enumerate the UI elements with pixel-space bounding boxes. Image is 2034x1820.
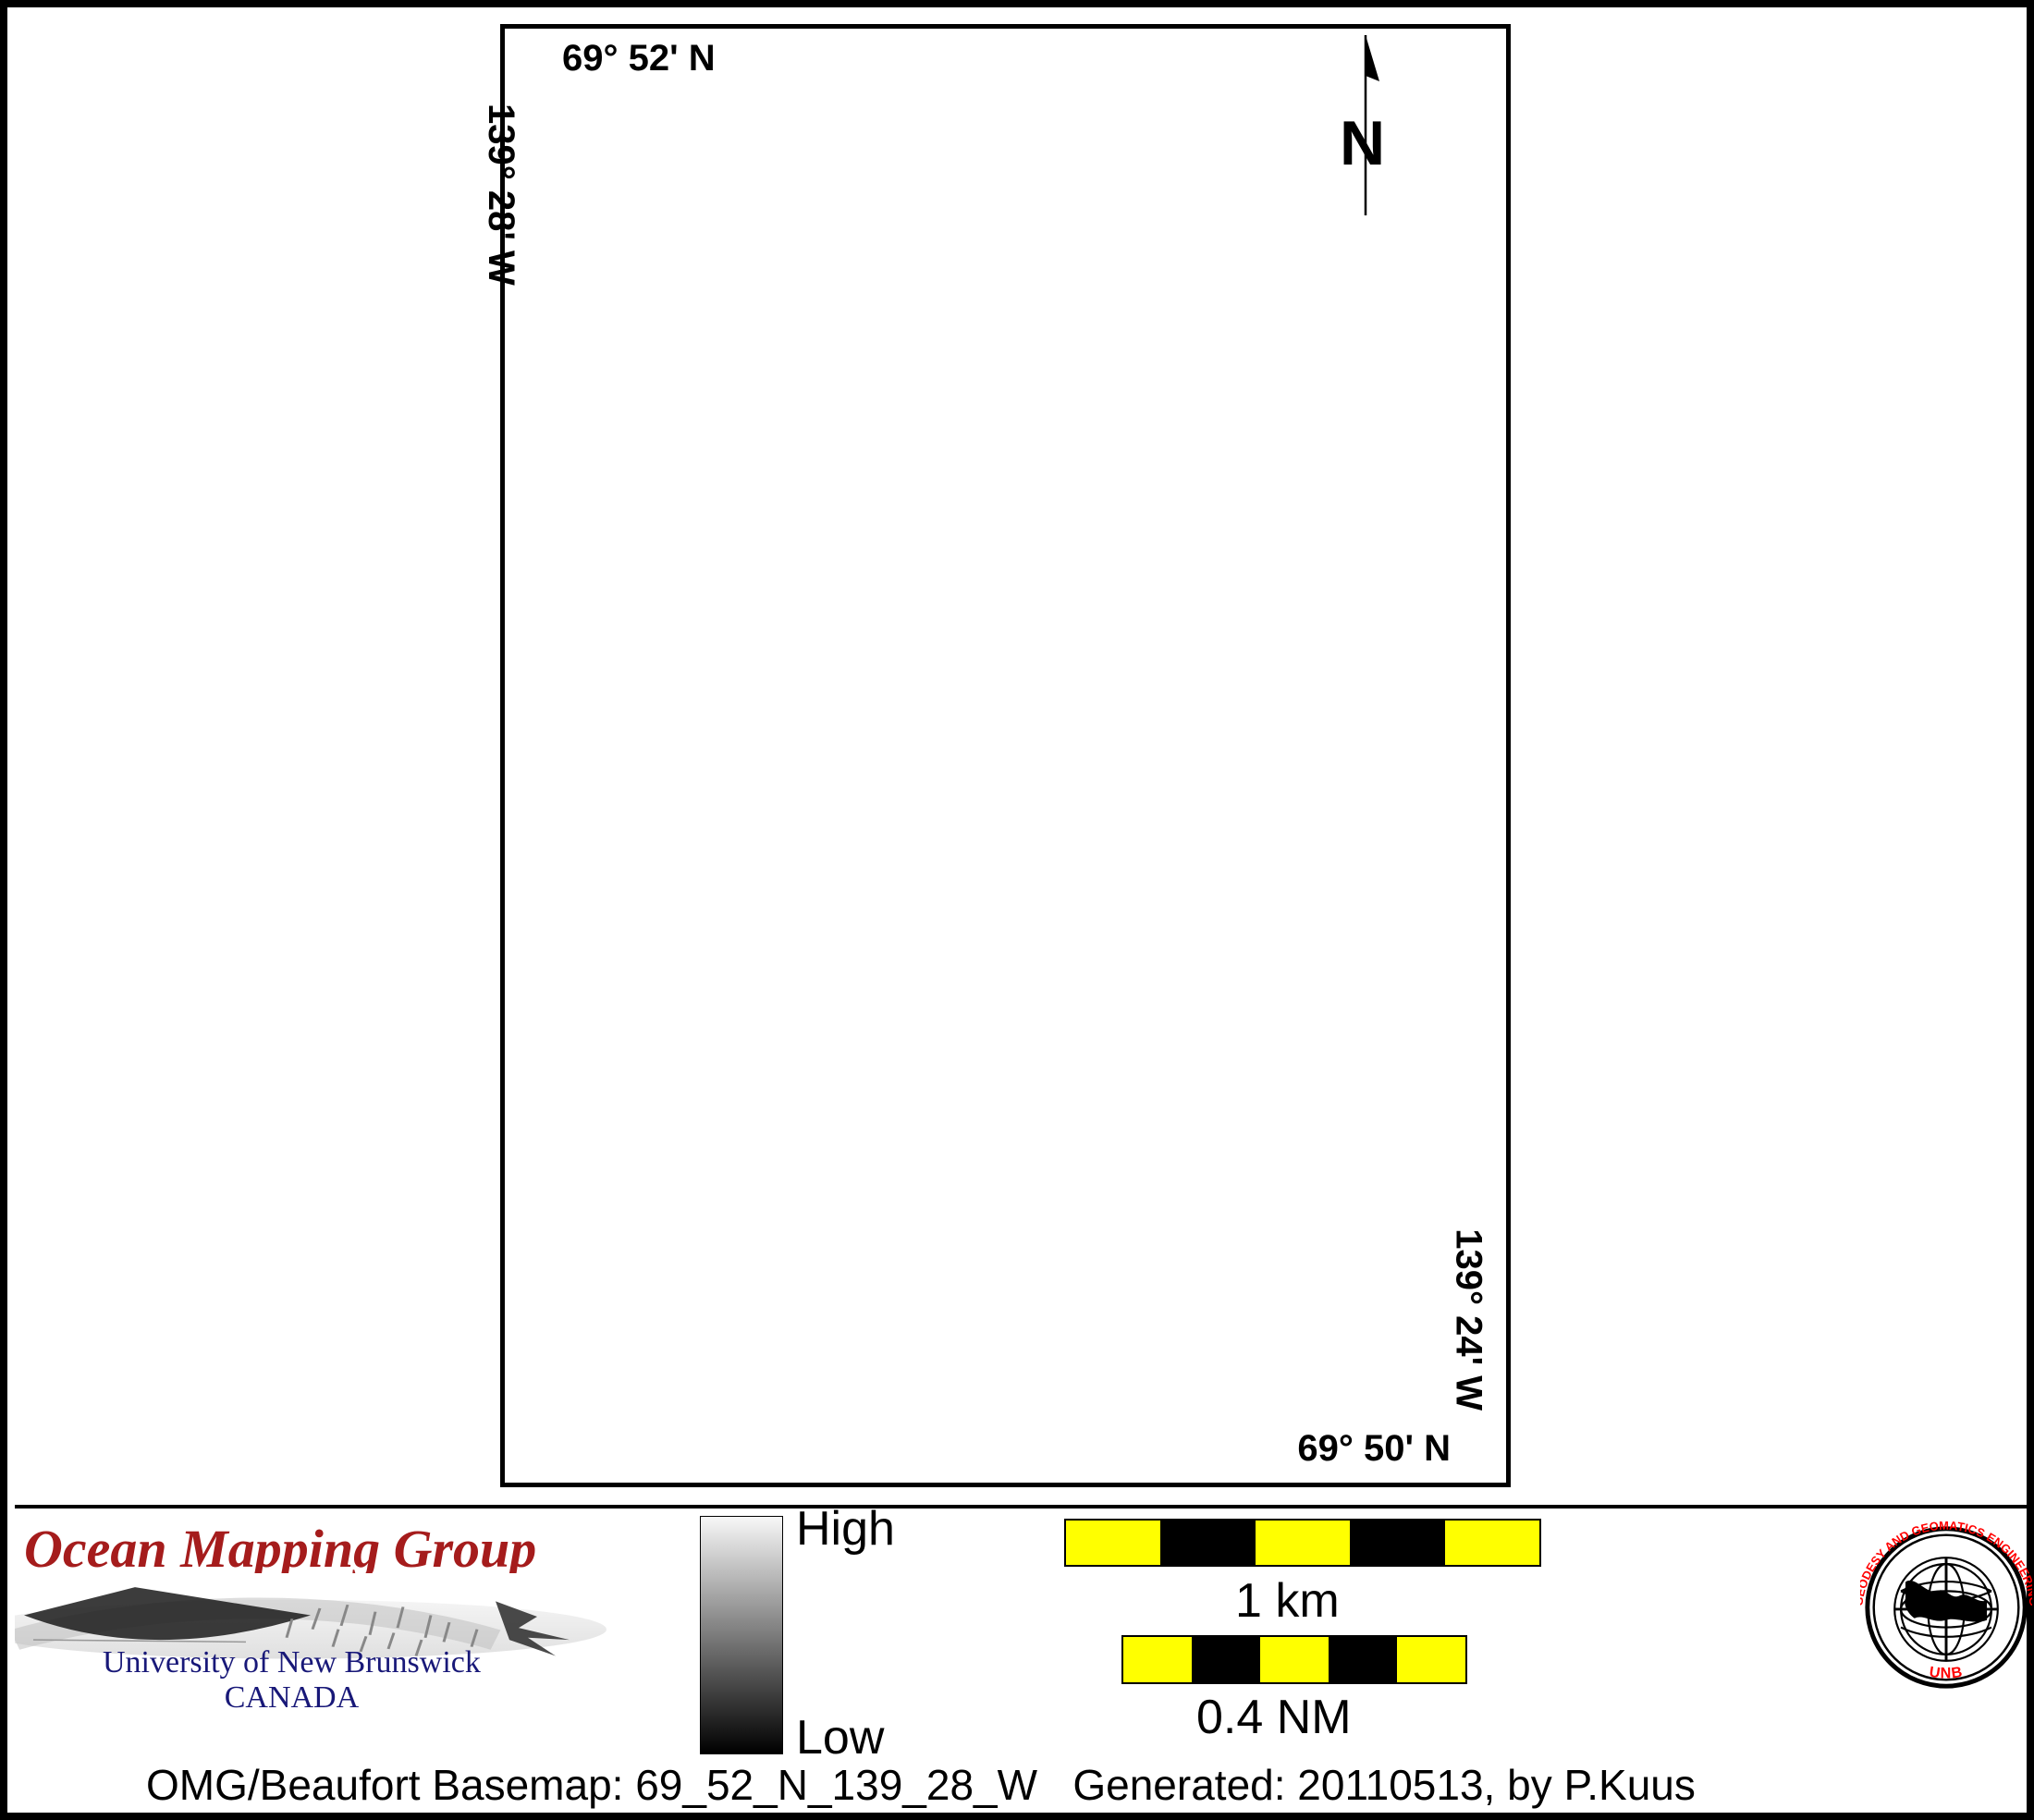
svg-text:N: N bbox=[1340, 108, 1385, 178]
svg-text:UNB: UNB bbox=[1929, 1664, 1965, 1682]
